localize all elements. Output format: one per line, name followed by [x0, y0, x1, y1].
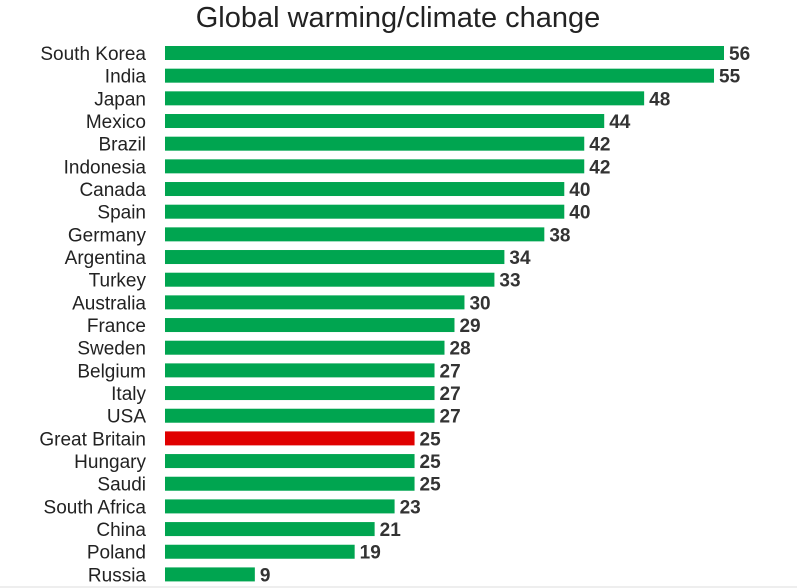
category-label: South Africa [44, 497, 147, 518]
category-label: Japan [94, 89, 146, 110]
value-label: 44 [609, 112, 631, 133]
category-label: Great Britain [39, 429, 146, 450]
bar [165, 522, 375, 537]
bars-layer: South Korea 56 India 55 Japan 48 Mexico 44 Brazi… [39, 44, 750, 586]
bar [165, 567, 255, 582]
category-label: Belgium [77, 361, 146, 382]
chart-title: Global warming/climate change [196, 2, 601, 34]
value-label: 19 [360, 543, 381, 564]
bar [165, 227, 545, 242]
category-label: Turkey [89, 271, 147, 292]
value-label: 23 [400, 497, 421, 518]
category-label: Germany [68, 225, 147, 246]
value-label: 27 [440, 384, 461, 405]
category-label: Australia [72, 293, 146, 314]
category-label: USA [107, 407, 146, 428]
bar [165, 250, 505, 265]
bar-highlight [165, 431, 415, 446]
bar [165, 499, 395, 514]
bar [165, 386, 435, 401]
value-label: 33 [499, 271, 520, 292]
bar [165, 340, 445, 355]
category-label: Hungary [74, 452, 146, 473]
bar [165, 68, 715, 83]
bar [165, 91, 645, 106]
category-label: Spain [97, 203, 146, 224]
value-label: 30 [469, 293, 490, 314]
bar [165, 159, 585, 174]
value-label: 48 [649, 89, 670, 110]
category-label: Brazil [98, 135, 146, 156]
category-label: China [96, 520, 146, 541]
bar [165, 476, 415, 491]
value-label: 28 [450, 339, 471, 360]
bar [165, 204, 565, 219]
value-label: 55 [719, 67, 741, 88]
bar [165, 454, 415, 469]
value-label: 42 [589, 157, 610, 178]
value-label: 42 [589, 135, 610, 156]
value-label: 21 [380, 520, 402, 541]
bar [165, 544, 355, 559]
bar [165, 182, 565, 197]
value-label: 40 [569, 180, 590, 201]
category-label: Mexico [86, 112, 146, 133]
bar [165, 295, 465, 310]
value-label: 25 [420, 452, 442, 473]
value-label: 9 [260, 565, 271, 586]
value-label: 25 [420, 429, 442, 450]
category-label: India [105, 67, 147, 88]
category-label: France [87, 316, 146, 337]
category-label: Saudi [97, 475, 146, 496]
bar [165, 363, 435, 378]
bar [165, 318, 455, 333]
category-label: Poland [87, 543, 146, 564]
value-label: 25 [420, 475, 442, 496]
value-label: 56 [729, 44, 750, 65]
category-label: Sweden [77, 339, 146, 360]
value-label: 34 [509, 248, 531, 269]
value-label: 27 [440, 361, 461, 382]
value-label: 40 [569, 203, 590, 224]
bar [165, 46, 724, 60]
category-label: Argentina [65, 248, 147, 269]
category-label: Russia [88, 565, 147, 586]
value-label: 29 [459, 316, 480, 337]
value-label: 27 [440, 407, 461, 428]
bar [165, 408, 435, 423]
bar [165, 114, 605, 129]
category-label: Canada [79, 180, 146, 201]
category-label: Italy [111, 384, 146, 405]
value-label: 38 [549, 225, 570, 246]
category-label: South Korea [40, 44, 146, 65]
bar [165, 136, 585, 151]
bar [165, 272, 495, 287]
category-label: Indonesia [64, 157, 147, 178]
